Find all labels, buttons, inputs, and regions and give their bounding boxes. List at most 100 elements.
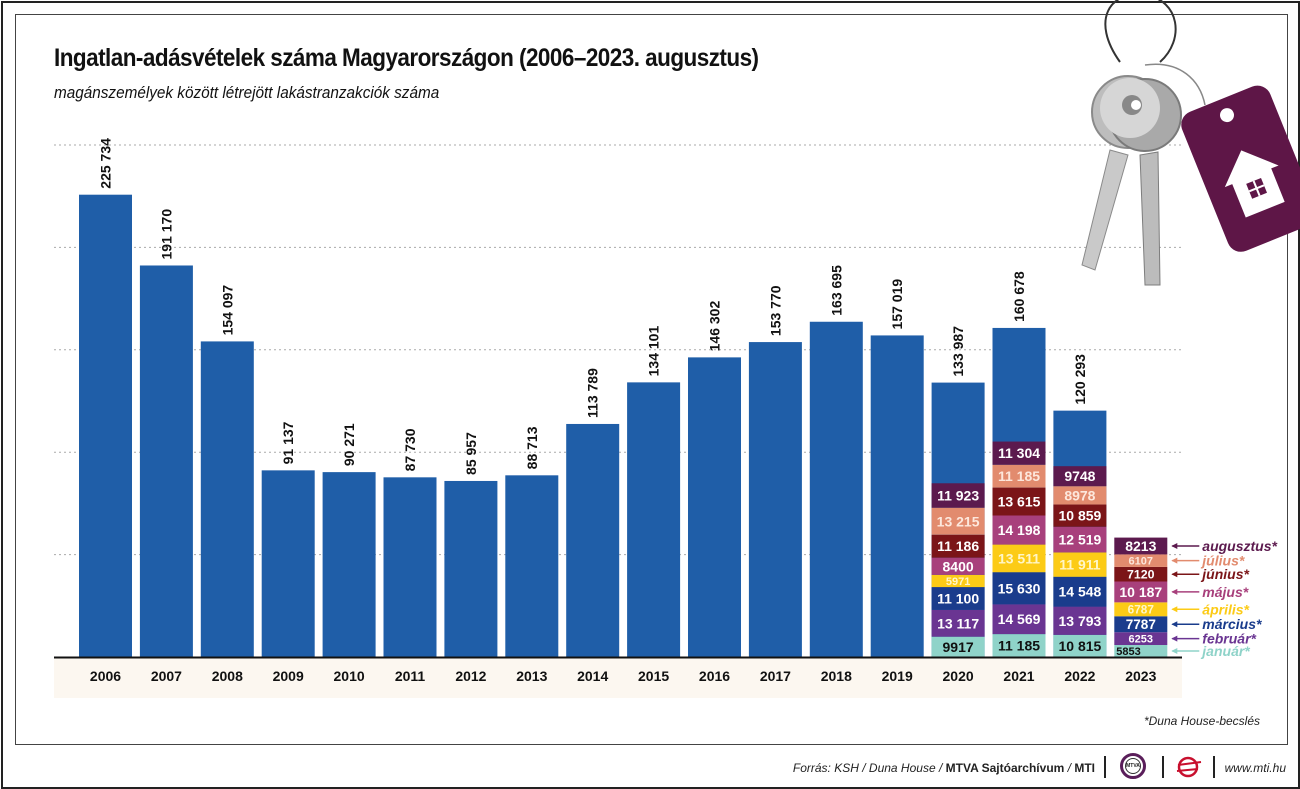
stack-value-label: 5971 bbox=[946, 576, 970, 588]
bar-value-label: 225 734 bbox=[98, 138, 114, 189]
chart-title: Ingatlan-adásvételek száma Magyarországo… bbox=[54, 44, 759, 72]
mtva-logo-text: MTVA bbox=[1125, 758, 1141, 774]
legend-label: július* bbox=[1200, 553, 1245, 569]
stack-value-label: 9917 bbox=[943, 639, 974, 655]
bar-2009 bbox=[261, 470, 315, 657]
bar-value-label: 113 789 bbox=[585, 368, 601, 418]
stack-segment-2023-5 bbox=[1114, 566, 1168, 582]
x-axis-labels: 2006 2007 2008 2009 2010 2011 2012 2013 2014 2015… bbox=[90, 668, 1157, 684]
bar-2008 bbox=[200, 341, 254, 657]
stack-value-label: 13 615 bbox=[998, 494, 1041, 510]
x-tick-label: 2010 bbox=[334, 668, 365, 684]
bar-value-label: 90 271 bbox=[341, 423, 357, 466]
footer-divider bbox=[1162, 756, 1164, 778]
stack-value-label: 8978 bbox=[1064, 487, 1095, 503]
stack-value-label: 11 911 bbox=[1059, 557, 1100, 573]
stack-segment-2020-2 bbox=[931, 587, 985, 610]
stack-value-label: 11 185 bbox=[998, 468, 1040, 484]
stack-segment-2022-0 bbox=[1053, 634, 1107, 657]
stack-value-label: 8400 bbox=[943, 558, 974, 574]
stack-segment-2023-7 bbox=[1114, 537, 1168, 555]
x-tick-label: 2011 bbox=[395, 668, 426, 684]
x-tick-label: 2014 bbox=[577, 668, 608, 684]
legend-arrow-icon bbox=[1171, 557, 1178, 564]
footer-divider bbox=[1104, 756, 1106, 778]
x-tick-label: 2012 bbox=[455, 668, 486, 684]
stack-segment-2023-1 bbox=[1114, 632, 1168, 646]
stack-segment-2023-4 bbox=[1114, 581, 1168, 603]
legend-arrow-icon bbox=[1171, 542, 1178, 549]
bar-value-label: 153 770 bbox=[767, 285, 783, 336]
bar-value-label: 91 137 bbox=[280, 421, 296, 464]
bar-value-label: 134 101 bbox=[646, 326, 662, 377]
bar-2015 bbox=[627, 382, 681, 657]
bar-2016 bbox=[688, 357, 741, 657]
bar-2019 bbox=[870, 335, 924, 657]
x-tick-label: 2021 bbox=[1003, 668, 1034, 684]
stack-segment-2022-1 bbox=[1053, 606, 1107, 635]
stack-segment-2022-4 bbox=[1053, 526, 1107, 553]
bar-2013 bbox=[505, 475, 559, 657]
stack-segment-2022-7 bbox=[1053, 466, 1107, 487]
bar-2012 bbox=[444, 480, 498, 657]
bar-value-label: 120 293 bbox=[1072, 354, 1088, 405]
stack-segment-2020-5 bbox=[931, 534, 985, 558]
stack-segment-2020-0 bbox=[931, 636, 985, 657]
bar-value-label: 157 019 bbox=[889, 279, 905, 330]
bar-value-label: 85 957 bbox=[463, 432, 479, 475]
source-mti: MTI bbox=[1074, 761, 1095, 775]
stack-segment-2021-0 bbox=[992, 634, 1046, 657]
x-tick-label: 2020 bbox=[943, 668, 974, 684]
footer: Forrás: KSH / Duna House / MTVA Sajtóarc… bbox=[0, 752, 1300, 782]
legend-label: február* bbox=[1202, 631, 1256, 647]
stack-segment-2021-6 bbox=[992, 464, 1046, 488]
stack-value-label: 10 187 bbox=[1119, 584, 1162, 600]
stack-segment-2020-3 bbox=[931, 574, 985, 588]
stack-segment-2021-2 bbox=[992, 572, 1046, 605]
source-credit: Forrás: KSH / Duna House / MTVA Sajtóarc… bbox=[793, 761, 1095, 775]
x-tick-label: 2009 bbox=[273, 668, 304, 684]
legend-arrow-icon bbox=[1171, 571, 1178, 578]
stack-segment-2023-3 bbox=[1114, 602, 1168, 617]
bar-2007 bbox=[139, 265, 193, 657]
stack-value-label: 8213 bbox=[1125, 538, 1156, 554]
stack-value-label: 14 198 bbox=[998, 522, 1041, 538]
x-axis-band bbox=[54, 658, 1182, 698]
stack-value-label: 6787 bbox=[1128, 603, 1155, 617]
source-prefix: Forrás: KSH / Duna House / bbox=[792, 761, 946, 775]
bar-2018 bbox=[809, 321, 863, 657]
stack-segment-2021-4 bbox=[992, 515, 1046, 545]
bar-value-label: 163 695 bbox=[828, 265, 844, 316]
x-tick-label: 2019 bbox=[882, 668, 913, 684]
stack-value-label: 10 815 bbox=[1058, 638, 1101, 654]
stack-segment-2022-6 bbox=[1053, 486, 1107, 505]
stack-segment-2022-3 bbox=[1053, 552, 1107, 577]
legend-arrow-icon bbox=[1171, 635, 1178, 642]
bar-value-label: 191 170 bbox=[158, 209, 174, 260]
stack-segment-2023-6 bbox=[1114, 554, 1168, 567]
stack-value-label: 12 519 bbox=[1058, 532, 1101, 548]
stack-segment-2023-2 bbox=[1114, 616, 1168, 633]
footnote: *Duna House-becslés bbox=[1143, 714, 1260, 728]
stack-value-label: 6253 bbox=[1129, 634, 1153, 646]
stack-value-label: 15 630 bbox=[998, 580, 1041, 596]
website-link[interactable]: www.mti.hu bbox=[1224, 761, 1286, 775]
x-tick-label: 2022 bbox=[1064, 668, 1095, 684]
mti-logo-icon bbox=[1176, 756, 1202, 778]
stack-value-label: 6107 bbox=[1129, 556, 1153, 568]
source-separator: / bbox=[1064, 761, 1075, 775]
x-tick-label: 2007 bbox=[151, 668, 182, 684]
stack-value-label: 11 186 bbox=[937, 538, 979, 554]
stack-value-label: 5853 bbox=[1116, 646, 1140, 658]
legend-label: augusztus* bbox=[1202, 538, 1277, 554]
legend-arrow-icon bbox=[1171, 648, 1178, 655]
stack-value-label: 11 923 bbox=[937, 488, 979, 504]
stack-value-label: 10 859 bbox=[1058, 508, 1101, 524]
bar-value-label: 133 987 bbox=[950, 326, 966, 377]
stack-value-label: 14 548 bbox=[1058, 584, 1101, 600]
stack-value-label: 13 511 bbox=[998, 550, 1040, 566]
x-tick-label: 2017 bbox=[760, 668, 791, 684]
stack-value-label: 13 793 bbox=[1058, 613, 1101, 629]
